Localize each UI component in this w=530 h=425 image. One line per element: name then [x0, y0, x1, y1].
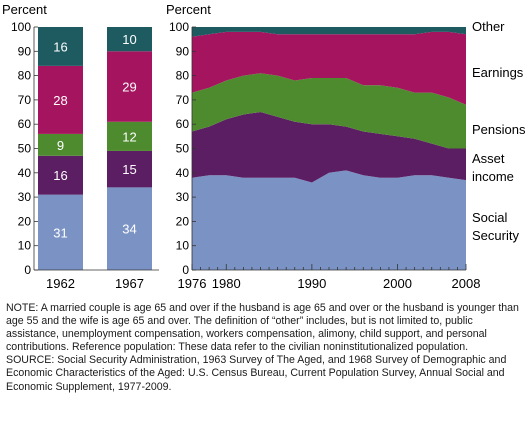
left-y-tick-label: 20	[18, 214, 32, 228]
bar-segment-pensions-1967	[107, 121, 152, 151]
bar-data-label: 10	[122, 32, 136, 47]
chart-notes: NOTE: A married couple is age 65 and ove…	[6, 302, 526, 394]
area-other	[192, 27, 466, 37]
bar-segment-other-1962	[38, 27, 83, 66]
bar-data-label: 16	[53, 39, 67, 54]
bar-segment-pensions-1962	[38, 133, 83, 156]
right-x-tick-label: 1976	[178, 276, 207, 291]
right-y-tick-label: 50	[176, 142, 190, 156]
right-y-tick-label: 0	[182, 263, 189, 277]
bar-data-label: 12	[122, 129, 136, 144]
series-label-other: Other	[472, 19, 505, 34]
income-sources-chart: Percent010203040506070809010031169281619…	[2, 2, 526, 291]
right-x-tick-label: 2000	[383, 276, 412, 291]
left-y-tick-label: 60	[18, 117, 32, 131]
right-y-axis-title: Percent	[166, 2, 211, 17]
left-y-tick-label: 30	[18, 190, 32, 204]
left-y-tick-label: 0	[24, 263, 31, 277]
right-y-tick-label: 20	[176, 214, 190, 228]
right-x-tick-label: 2008	[452, 276, 481, 291]
bar-data-label: 9	[57, 138, 64, 153]
area-social-security	[192, 170, 466, 270]
bar-data-label: 29	[122, 80, 136, 95]
bar-segment-social-security-1967	[107, 187, 152, 270]
series-label-asset-income: Asset	[472, 151, 505, 166]
left-x-tick-label: 1962	[46, 276, 75, 291]
series-label-pensions: Pensions	[472, 122, 526, 137]
right-x-tick-label: 1990	[297, 276, 326, 291]
bar-data-label: 34	[122, 222, 136, 237]
bar-data-label: 28	[53, 93, 67, 108]
series-label-social-security: Social	[472, 210, 508, 225]
left-y-axis-title: Percent	[2, 2, 47, 17]
bar-segment-earnings-1962	[38, 65, 83, 134]
bar-segment-social-security-1962	[38, 194, 83, 270]
left-y-tick-label: 10	[18, 239, 32, 253]
series-label-asset-income: income	[472, 169, 514, 184]
left-x-tick-label: 1967	[115, 276, 144, 291]
right-y-tick-label: 60	[176, 117, 190, 131]
note-text: NOTE: A married couple is age 65 and ove…	[6, 302, 519, 354]
right-y-tick-label: 100	[169, 20, 189, 34]
right-y-tick-label: 80	[176, 69, 190, 83]
left-y-tick-label: 80	[18, 69, 32, 83]
bar-data-label: 15	[122, 162, 136, 177]
bar-segment-other-1967	[107, 27, 152, 52]
bar-segment-asset-income-1967	[107, 150, 152, 188]
left-y-tick-label: 100	[11, 20, 31, 34]
right-y-tick-label: 90	[176, 44, 190, 58]
bar-data-label: 31	[53, 225, 67, 240]
right-y-tick-label: 10	[176, 239, 190, 253]
bar-data-label: 16	[53, 168, 67, 183]
area-asset-income	[192, 112, 466, 183]
bar-segment-earnings-1967	[107, 51, 152, 122]
area-pensions	[192, 73, 466, 149]
right-x-tick-label: 1980	[212, 276, 241, 291]
right-y-tick-label: 40	[176, 166, 190, 180]
left-y-tick-label: 50	[18, 142, 32, 156]
series-label-earnings: Earnings	[472, 65, 524, 80]
source-text: SOURCE: Social Security Administration, …	[6, 354, 507, 393]
right-y-tick-label: 70	[176, 93, 190, 107]
area-earnings	[192, 31, 466, 105]
right-y-tick-label: 30	[176, 190, 190, 204]
left-y-tick-label: 90	[18, 44, 32, 58]
bar-segment-asset-income-1962	[38, 155, 83, 195]
left-y-tick-label: 40	[18, 166, 32, 180]
series-label-social-security: Security	[472, 228, 519, 243]
left-y-tick-label: 70	[18, 93, 32, 107]
